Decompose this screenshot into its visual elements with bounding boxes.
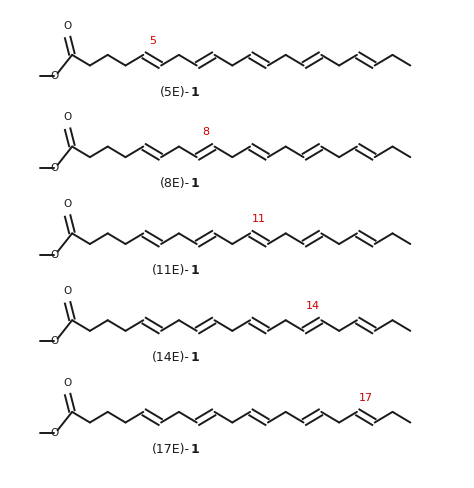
Text: O: O [64,378,72,388]
Text: O: O [50,71,58,81]
Text: 1: 1 [190,351,199,364]
Text: 17: 17 [359,393,373,403]
Text: O: O [64,286,72,296]
Text: O: O [50,336,58,346]
Text: O: O [64,21,72,31]
Text: 1: 1 [190,264,199,277]
Text: 8: 8 [202,127,209,138]
Text: O: O [50,250,58,260]
Text: (8E)-: (8E)- [160,177,190,190]
Text: 1: 1 [190,443,199,455]
Text: 1: 1 [190,177,199,190]
Text: 5: 5 [149,36,156,46]
Text: O: O [64,199,72,209]
Text: (11E)-: (11E)- [152,264,190,277]
Text: (14E)-: (14E)- [152,351,190,364]
Text: 11: 11 [252,214,266,224]
Text: 14: 14 [305,301,319,311]
Text: O: O [50,163,58,173]
Text: 1: 1 [190,85,199,99]
Text: O: O [64,112,72,122]
Text: O: O [50,428,58,438]
Text: (5E)-: (5E)- [160,85,190,99]
Text: (17E)-: (17E)- [152,443,190,455]
